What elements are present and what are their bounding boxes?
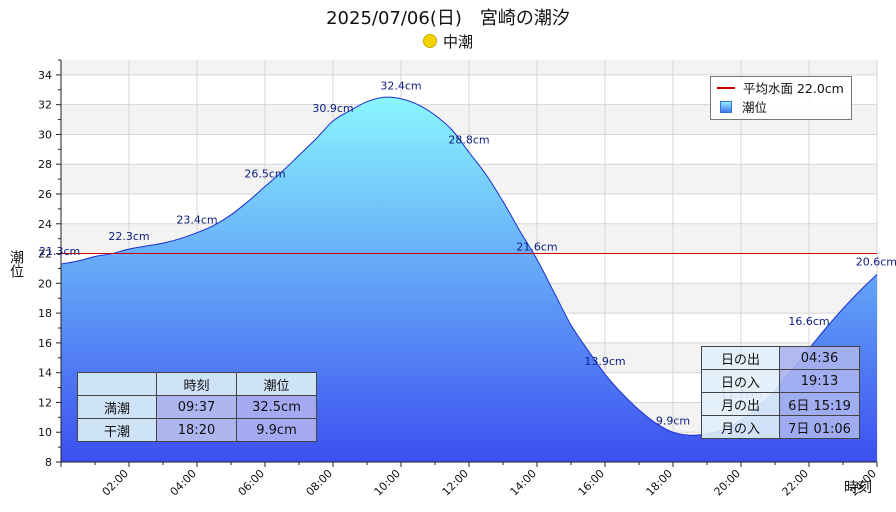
high-low-tide-table: 時刻 潮位 満潮 09:37 32.5cm 干潮 18:20 9.9cm [77, 372, 317, 442]
table-header-cell: 時刻 [156, 372, 237, 396]
table-cell: 09:37 [156, 395, 237, 419]
table-cell: 19:13 [779, 369, 860, 393]
y-tick-label: 20 [38, 277, 52, 290]
x-tick-label: 10:00 [372, 467, 404, 499]
axes [56, 59, 878, 467]
y-tick-label: 12 [38, 396, 52, 409]
chart-title: 2025/07/06(日) 宮崎の潮汐 [326, 8, 570, 29]
y-tick-labels: 8 10 12 14 16 18 20 22 24 26 28 30 32 34 [38, 69, 52, 469]
table-cell: 32.5cm [236, 395, 317, 419]
y-tick-label: 26 [38, 188, 52, 201]
y-tick-label: 34 [38, 69, 52, 82]
data-label: 16.6cm [788, 315, 829, 328]
tide-type: 中潮 [0, 31, 896, 52]
y-tick-label: 24 [38, 218, 52, 231]
tide-swatch [720, 101, 732, 113]
table-cell: 干潮 [77, 418, 157, 442]
x-tick-label: 18:00 [644, 467, 676, 499]
x-tick-label: 08:00 [304, 467, 336, 499]
y-axis-label: 潮位 [8, 250, 24, 278]
table-cell: 04:36 [779, 346, 860, 370]
table-cell: 日の出 [701, 346, 780, 370]
table-row: 干潮 18:20 9.9cm [77, 418, 317, 442]
data-label: 32.4cm [380, 80, 421, 93]
x-tick-label: 12:00 [440, 467, 472, 499]
legend-label-mean-level: 平均水面 22.0cm [743, 81, 844, 96]
data-label: 21.6cm [516, 241, 557, 254]
legend-label-tide: 潮位 [742, 100, 768, 115]
x-tick-label: 02:00 [100, 467, 132, 499]
x-tick-label: 04:00 [168, 467, 200, 499]
table-cell: 18:20 [156, 418, 237, 442]
y-tick-label: 14 [38, 367, 52, 380]
y-tick-label: 16 [38, 337, 52, 350]
data-label: 9.9cm [656, 415, 690, 428]
table-row: 月の出 6日 15:19 [701, 392, 860, 416]
table-cell: 月の入 [701, 415, 780, 439]
data-label: 30.9cm [312, 102, 353, 115]
data-label: 20.6cm [856, 255, 896, 268]
table-header-row: 時刻 潮位 [77, 372, 317, 396]
sun-moon-table: 日の出 04:36 日の入 19:13 月の出 6日 15:19 月の入 7日 01:0… [701, 346, 860, 439]
data-label: 28.8cm [448, 133, 489, 146]
table-cell: 月の出 [701, 392, 780, 416]
y-tick-label: 30 [38, 128, 52, 141]
data-label: 22.3cm [108, 230, 149, 243]
legend-item-tide: 潮位 [717, 99, 767, 117]
x-tick-label: 22:00 [780, 467, 812, 499]
table-row: 日の出 04:36 [701, 346, 860, 370]
y-tick-label: 28 [38, 158, 52, 171]
x-tick-label: 20:00 [712, 467, 744, 499]
tide-area [61, 97, 877, 462]
data-label: 21.3cm [39, 245, 80, 258]
table-cell: 7日 01:06 [779, 415, 860, 439]
point-labels: 21.3cm 22.3cm 23.4cm 26.5cm 30.9cm 32.4cm 28.8… [39, 80, 896, 428]
table-row: 月の入 7日 01:06 [701, 415, 860, 439]
x-tick-label: 16:00 [576, 467, 608, 499]
table-header-cell: 潮位 [236, 372, 317, 396]
y-tick-label: 32 [38, 99, 52, 112]
moon-phase-icon [422, 34, 437, 48]
y-tick-label: 10 [38, 426, 52, 439]
x-tick-label: 14:00 [508, 467, 540, 499]
table-cell: 満潮 [77, 395, 157, 419]
tide-type-label: 中潮 [442, 33, 473, 51]
mean-level-swatch [717, 87, 735, 89]
table-cell: 9.9cm [236, 418, 317, 442]
table-header-cell [77, 372, 157, 396]
data-label: 26.5cm [244, 168, 285, 181]
table-cell: 6日 15:19 [779, 392, 860, 416]
y-tick-label: 18 [38, 307, 52, 320]
data-label: 23.4cm [176, 214, 217, 227]
y-tick-label: 8 [45, 456, 52, 469]
x-tick-label: 06:00 [236, 467, 268, 499]
legend-item-mean-level: 平均水面 22.0cm [717, 80, 844, 98]
x-tick-labels: 02:00 04:00 06:00 08:00 10:00 12:00 14:00 16:00… [100, 467, 880, 499]
table-row: 日の入 19:13 [701, 369, 860, 393]
table-cell: 日の入 [701, 369, 780, 393]
table-row: 満潮 09:37 32.5cm [77, 395, 317, 419]
data-label: 13.9cm [584, 355, 625, 368]
y-tick-label: 22 [38, 248, 52, 261]
legend: 平均水面 22.0cm 潮位 [710, 76, 852, 120]
x-axis-label: 時刻 [844, 480, 872, 496]
